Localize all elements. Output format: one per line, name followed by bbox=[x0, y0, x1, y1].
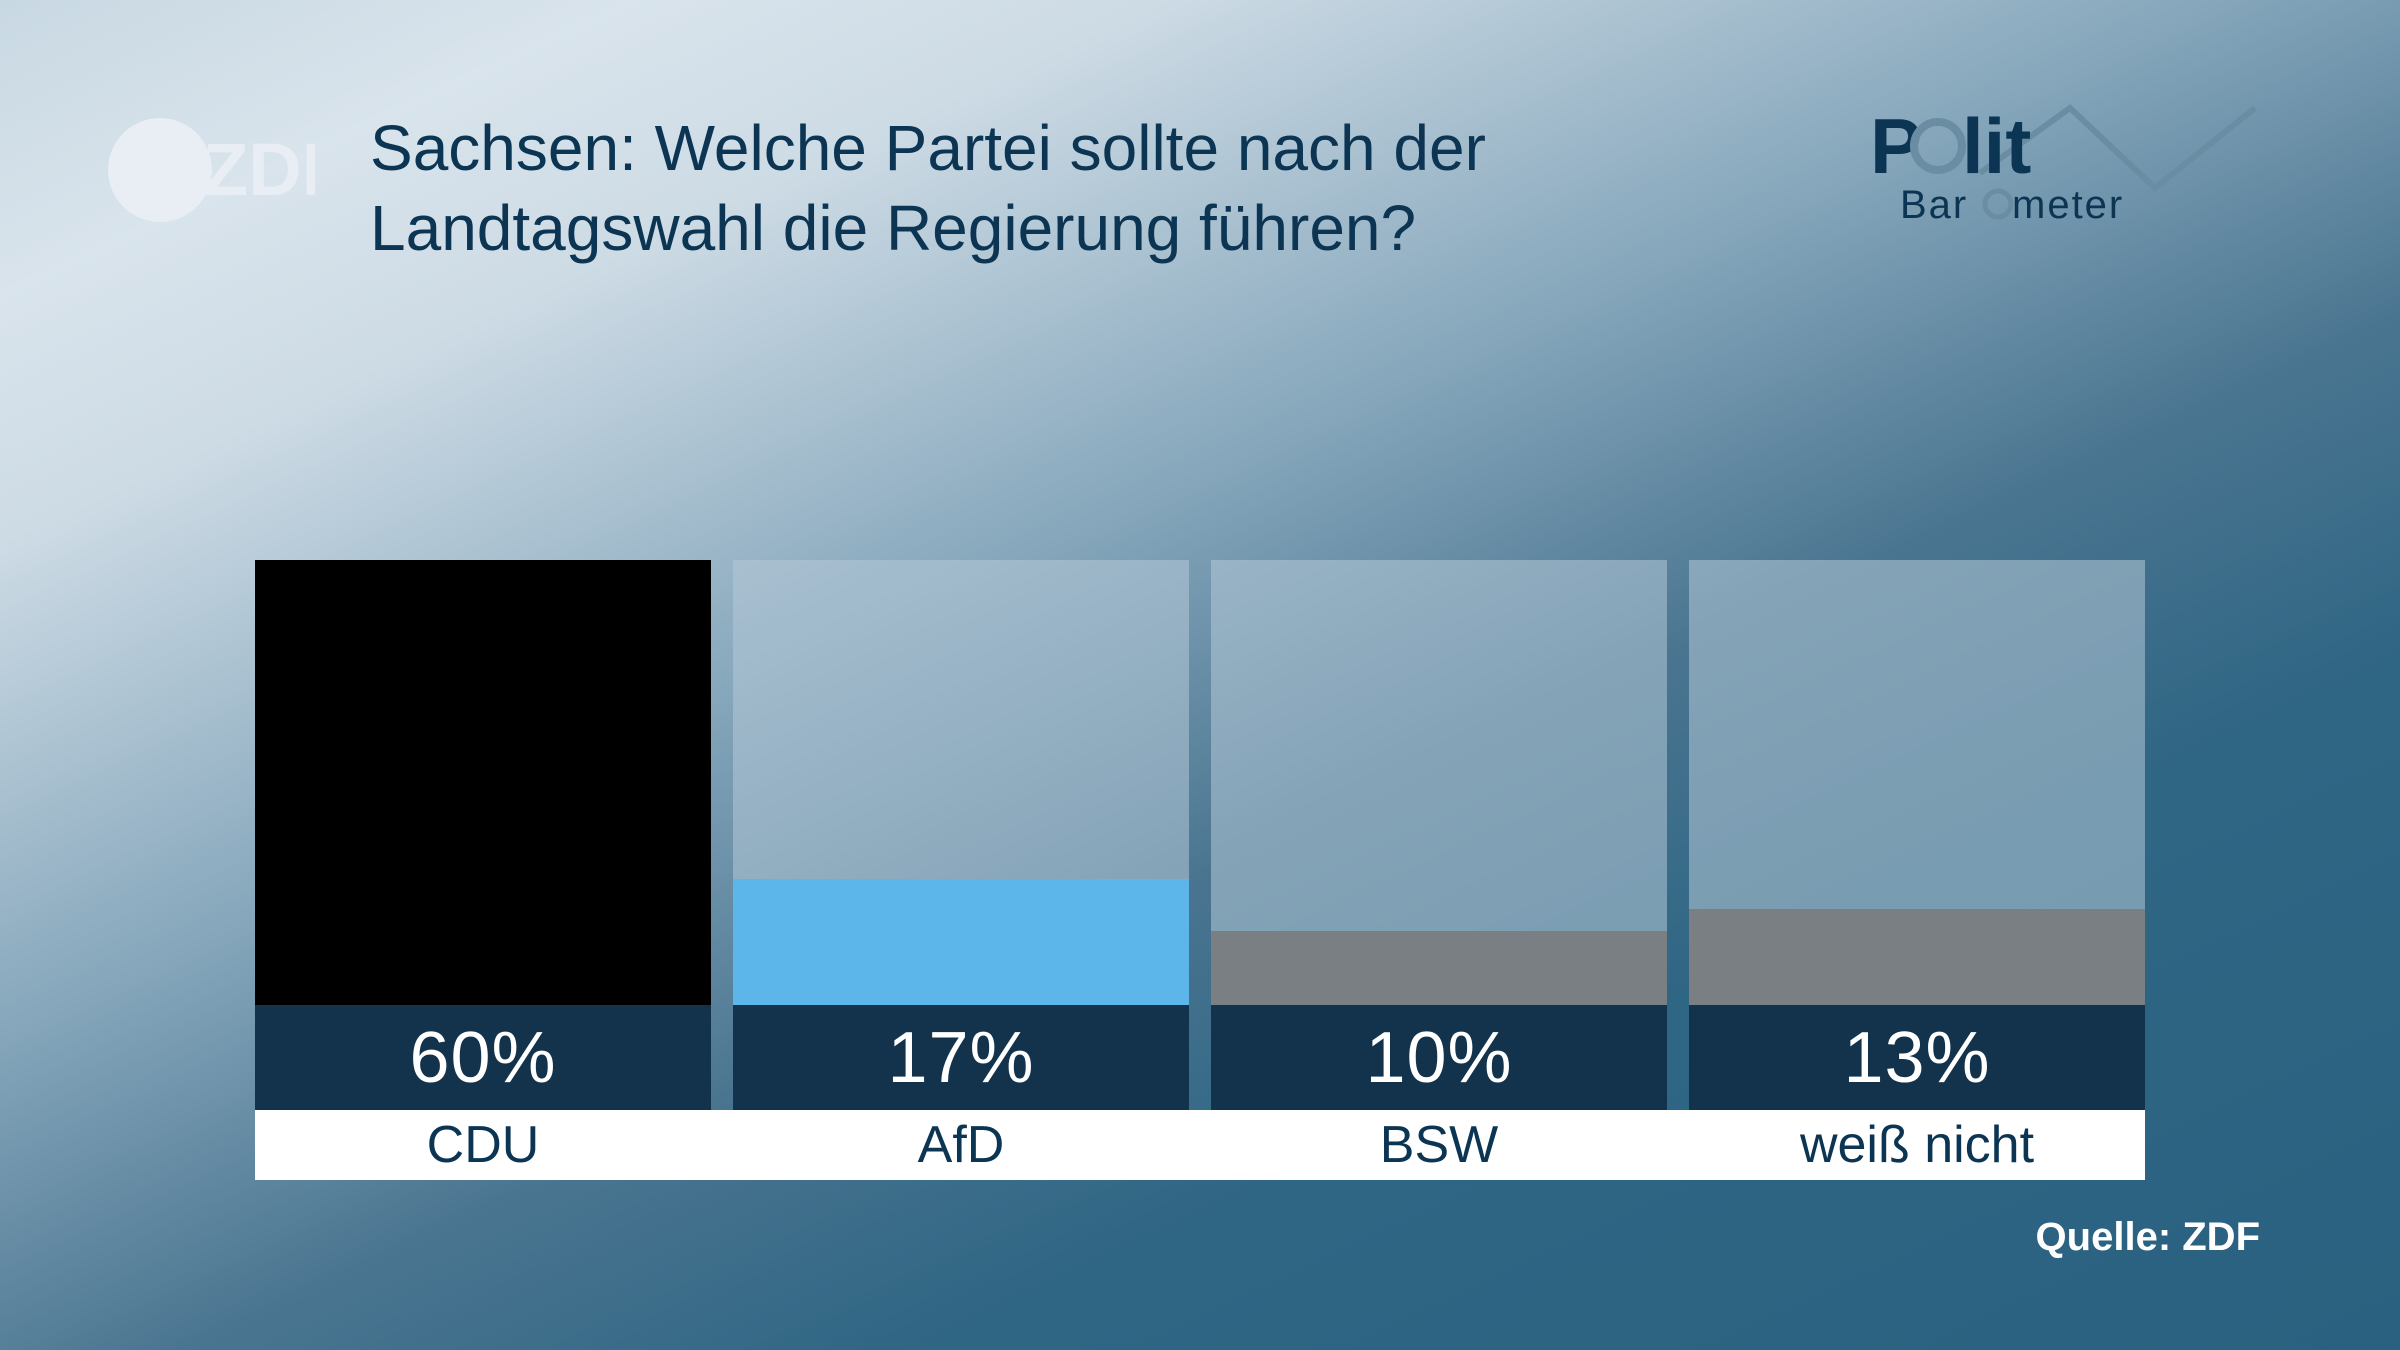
percentage-label: 60% bbox=[255, 1005, 711, 1110]
bar-col: 10% bbox=[1211, 560, 1667, 1110]
party-label: CDU bbox=[255, 1110, 711, 1180]
zdf-logo: ZDF bbox=[105, 115, 315, 225]
chart-title: Sachsen: Welche Partei sollte nach der L… bbox=[370, 108, 1570, 268]
percentage-label: 13% bbox=[1689, 1005, 2145, 1110]
bar-fill bbox=[733, 879, 1189, 1005]
bar-fill bbox=[1689, 909, 2145, 1005]
svg-text:ZDF: ZDF bbox=[203, 128, 315, 211]
bar-fill bbox=[255, 560, 711, 1005]
bar-box bbox=[255, 560, 711, 1005]
percentage-label: 10% bbox=[1211, 1005, 1667, 1110]
bar-box bbox=[1211, 560, 1667, 1005]
party-label: weiß nicht bbox=[1689, 1110, 2145, 1180]
bar-col: 17% bbox=[733, 560, 1189, 1110]
bar-fill bbox=[1211, 931, 1667, 1005]
svg-text:lit: lit bbox=[1962, 102, 2031, 190]
svg-text:Bar: Bar bbox=[1900, 183, 1968, 227]
title-line-1: Sachsen: Welche Partei sollte nach der bbox=[370, 112, 1486, 184]
party-label: BSW bbox=[1211, 1110, 1667, 1180]
party-label: AfD bbox=[733, 1110, 1189, 1180]
bar-box bbox=[1689, 560, 2145, 1005]
bar-chart: 60% 17% 10% 13% bbox=[255, 560, 2145, 1110]
politbarometer-logo: P lit Bar meter bbox=[1860, 88, 2280, 268]
source-attribution: Quelle: ZDF bbox=[2036, 1215, 2260, 1260]
party-label-row: CDU AfD BSW weiß nicht bbox=[255, 1110, 2145, 1180]
bar-col: 60% bbox=[255, 560, 711, 1110]
svg-text:meter: meter bbox=[2012, 183, 2124, 227]
title-line-2: Landtagswahl die Regierung führen? bbox=[370, 192, 1416, 264]
bar-box bbox=[733, 560, 1189, 1005]
bar-col: 13% bbox=[1689, 560, 2145, 1110]
percentage-label: 17% bbox=[733, 1005, 1189, 1110]
